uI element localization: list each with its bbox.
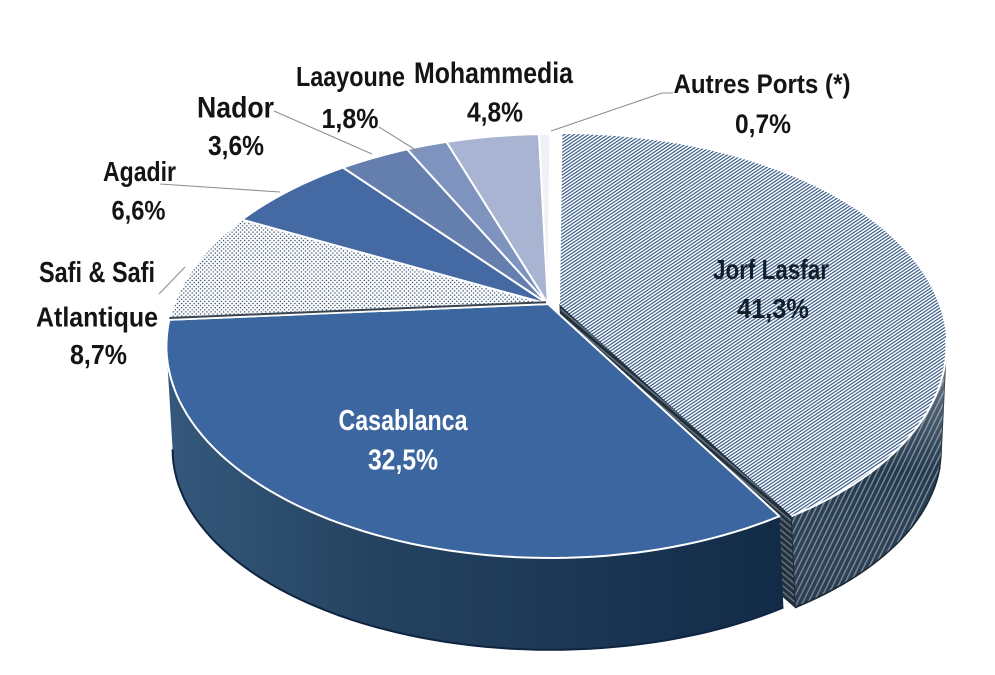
svg-text:6,6%: 6,6% [112, 196, 166, 226]
svg-text:Nador: Nador [197, 92, 274, 125]
svg-text:4,8%: 4,8% [467, 97, 523, 128]
svg-text:3,6%: 3,6% [208, 130, 264, 161]
svg-text:Safi & Safi: Safi & Safi [39, 257, 155, 289]
svg-text:Agadir: Agadir [103, 156, 176, 187]
svg-text:Atlantique: Atlantique [36, 301, 158, 332]
svg-text:0,7%: 0,7% [735, 109, 791, 139]
svg-text:41,3%: 41,3% [737, 293, 809, 324]
svg-text:Casablanca: Casablanca [339, 405, 469, 437]
svg-text:32,5%: 32,5% [368, 445, 438, 477]
svg-text:Laayoune: Laayoune [296, 61, 405, 92]
svg-text:8,7%: 8,7% [70, 339, 127, 370]
svg-text:Autres Ports (*): Autres Ports (*) [674, 69, 851, 99]
svg-text:Mohammedia: Mohammedia [414, 57, 573, 90]
svg-text:Jorf Lasfar: Jorf Lasfar [713, 254, 829, 285]
svg-text:1,8%: 1,8% [322, 103, 379, 134]
